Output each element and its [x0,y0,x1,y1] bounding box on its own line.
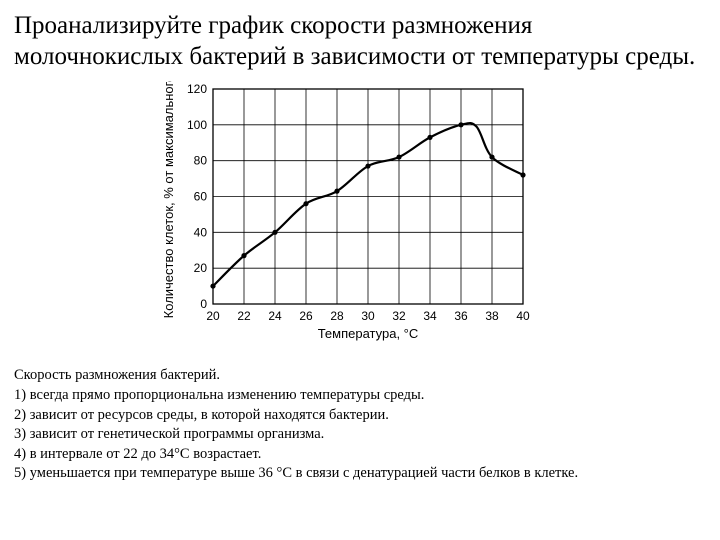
answer-item-4: 4) в интервале от 22 до 34°C возрастает. [14,445,706,465]
answer-item-1: 1) всегда прямо пропорциональна изменени… [14,386,706,406]
svg-text:Количество клеток, % от максим: Количество клеток, % от максимального [161,81,176,318]
answer-item-2: 2) зависит от ресурсов среды, в которой … [14,406,706,426]
answer-item-3: 3) зависит от генетической программы орг… [14,425,706,445]
bacteria-growth-chart: 0204060801001202022242628303234363840Кол… [155,81,565,356]
svg-text:28: 28 [330,309,344,323]
svg-text:100: 100 [187,117,207,131]
svg-text:20: 20 [206,309,220,323]
svg-text:36: 36 [454,309,468,323]
answer-item-5: 5) уменьшается при температуре выше 36 °… [14,464,706,484]
svg-text:24: 24 [268,309,282,323]
svg-text:40: 40 [516,309,530,323]
svg-text:30: 30 [361,309,375,323]
svg-text:34: 34 [423,309,437,323]
chart-container: 0204060801001202022242628303234363840Кол… [14,81,706,356]
svg-text:Температура, °C: Температура, °C [318,326,419,341]
svg-text:60: 60 [194,189,208,203]
svg-text:40: 40 [194,225,208,239]
svg-text:22: 22 [237,309,251,323]
answer-list: Скорость размножения бактерий. 1) всегда… [14,366,706,484]
svg-text:32: 32 [392,309,406,323]
question-title: Проанализируйте график скорости размноже… [14,10,706,73]
svg-text:120: 120 [187,82,207,96]
svg-text:38: 38 [485,309,499,323]
svg-text:80: 80 [194,153,208,167]
svg-text:20: 20 [194,261,208,275]
svg-text:26: 26 [299,309,313,323]
answers-lead: Скорость размножения бактерий. [14,366,706,386]
